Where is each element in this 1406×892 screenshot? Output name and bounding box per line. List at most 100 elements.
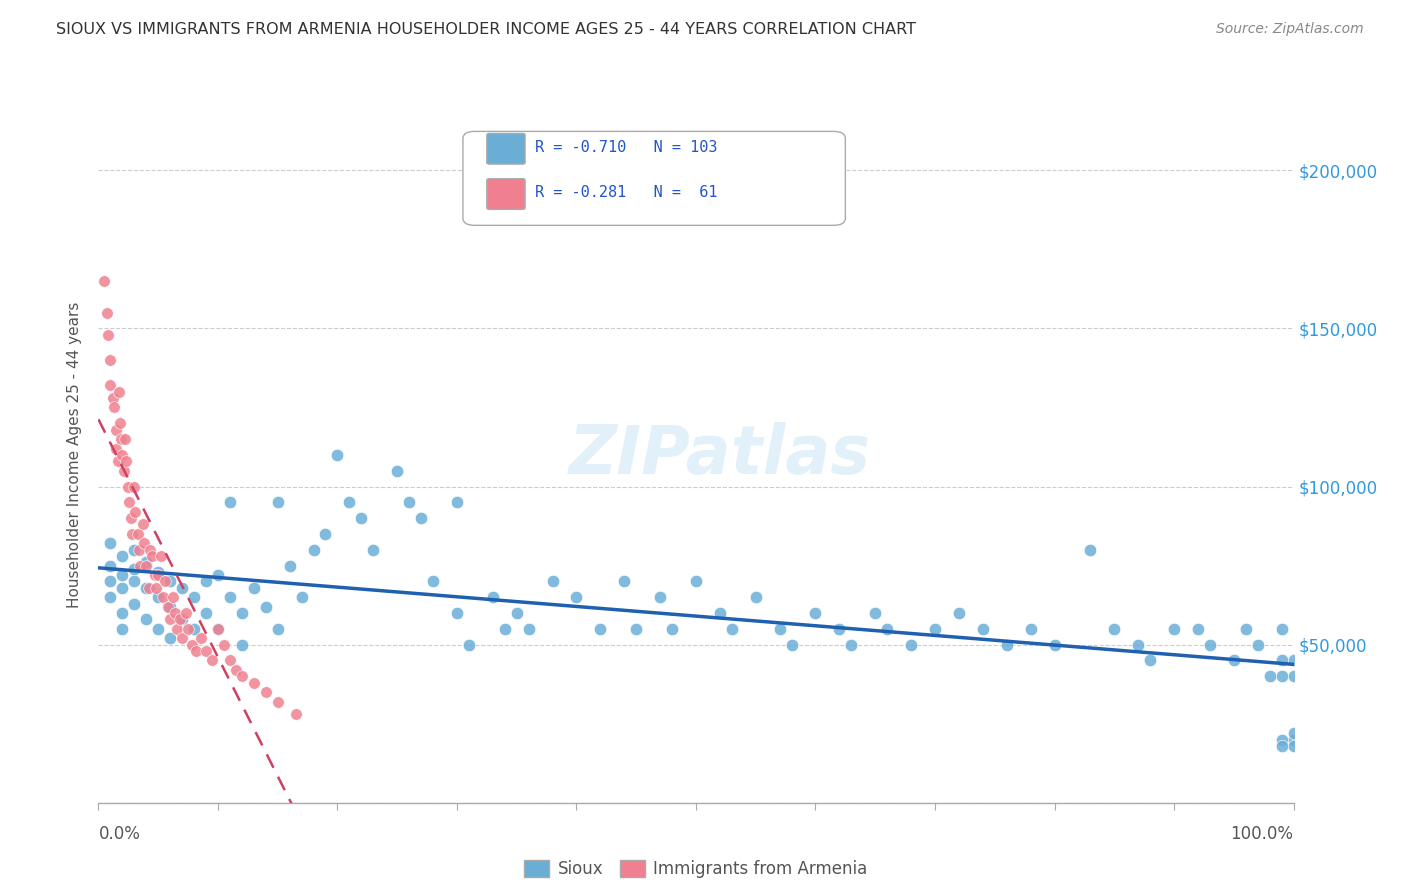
Point [115, 454, 138, 468]
Point [517, 622, 540, 636]
Text: Source: ZipAtlas.com: Source: ZipAtlas.com [1216, 22, 1364, 37]
Text: R = -0.281   N =  61: R = -0.281 N = 61 [534, 186, 717, 200]
Point [174, 606, 197, 620]
Point [1282, 739, 1305, 753]
Point [111, 448, 134, 462]
Point [995, 638, 1018, 652]
Point [124, 479, 146, 493]
Point [458, 638, 481, 652]
Point [135, 581, 157, 595]
Point [117, 479, 139, 493]
Point [302, 542, 325, 557]
Point [114, 432, 136, 446]
Point [166, 622, 188, 636]
Point [948, 606, 970, 620]
Point [1271, 669, 1294, 683]
Point [180, 638, 202, 652]
Point [183, 591, 205, 605]
Point [194, 574, 218, 589]
Point [145, 581, 167, 595]
Point [291, 591, 314, 605]
Point [243, 675, 266, 690]
Point [541, 574, 564, 589]
Point [1271, 622, 1294, 636]
Point [900, 638, 922, 652]
Point [105, 442, 128, 456]
Point [1222, 653, 1246, 667]
Point [446, 495, 468, 509]
Point [339, 495, 360, 509]
Point [112, 464, 135, 478]
Point [169, 612, 191, 626]
Point [685, 574, 707, 589]
Point [98, 536, 122, 550]
Point [172, 581, 194, 595]
Point [98, 353, 122, 368]
Point [315, 527, 337, 541]
Point [177, 622, 200, 636]
Point [97, 327, 120, 342]
Point [648, 591, 672, 605]
Point [98, 591, 122, 605]
Point [804, 606, 827, 620]
Point [278, 558, 301, 573]
Point [93, 274, 115, 288]
Point [422, 574, 444, 589]
Point [111, 581, 134, 595]
Point [1139, 653, 1161, 667]
Point [108, 417, 131, 431]
Point [326, 448, 349, 462]
Point [219, 495, 242, 509]
Point [1282, 653, 1305, 667]
Point [186, 644, 208, 658]
Point [143, 568, 166, 582]
Point [138, 581, 160, 595]
Point [107, 454, 129, 468]
Point [124, 574, 146, 589]
Point [1080, 542, 1102, 557]
Point [1271, 732, 1294, 747]
Point [124, 505, 146, 519]
Point [267, 622, 290, 636]
Point [1282, 732, 1305, 747]
Point [385, 464, 409, 478]
Point [1187, 622, 1209, 636]
Point [98, 378, 122, 392]
Point [1102, 622, 1125, 636]
Point [924, 622, 946, 636]
Point [494, 622, 516, 636]
Point [190, 632, 212, 646]
Point [243, 581, 266, 595]
Point [162, 591, 184, 605]
Point [1282, 726, 1305, 740]
Point [231, 669, 253, 683]
Point [212, 638, 235, 652]
Point [96, 305, 118, 319]
Point [1271, 739, 1294, 753]
Point [613, 574, 636, 589]
Point [194, 606, 218, 620]
Point [225, 663, 247, 677]
Point [124, 562, 146, 576]
Point [120, 511, 142, 525]
Point [148, 565, 170, 579]
Text: SIOUX VS IMMIGRANTS FROM ARMENIA HOUSEHOLDER INCOME AGES 25 - 44 YEARS CORRELATI: SIOUX VS IMMIGRANTS FROM ARMENIA HOUSEHO… [56, 22, 917, 37]
Text: 0.0%: 0.0% [98, 825, 141, 843]
Point [1258, 669, 1281, 683]
FancyBboxPatch shape [486, 178, 524, 210]
Point [159, 612, 181, 626]
Point [780, 638, 803, 652]
Point [1128, 638, 1150, 652]
Point [103, 401, 125, 415]
Point [110, 432, 132, 446]
Point [709, 606, 731, 620]
Point [446, 606, 468, 620]
Point [129, 558, 152, 573]
Point [1271, 653, 1294, 667]
Point [565, 591, 588, 605]
Point [1282, 669, 1305, 683]
Point [101, 391, 124, 405]
Point [172, 632, 194, 646]
Point [98, 574, 122, 589]
Point [135, 556, 157, 570]
